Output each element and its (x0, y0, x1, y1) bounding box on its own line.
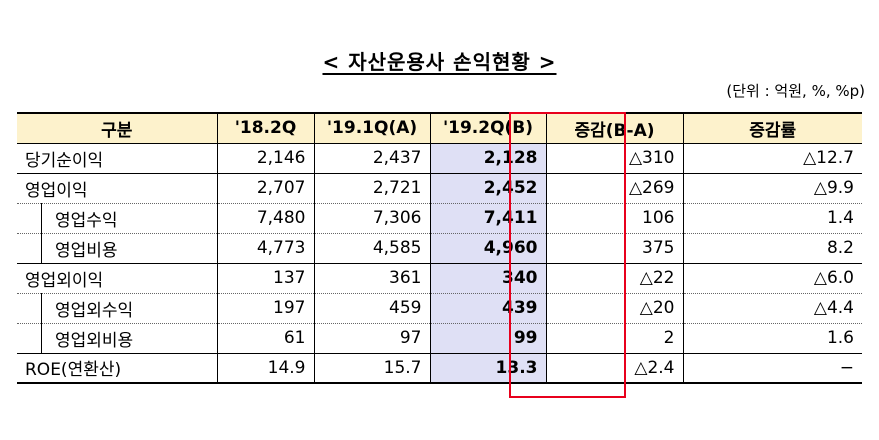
pnl-table: 구분 '18.2Q '19.1Q(A) '19.2Q(B) 증감(B-A) 증감… (17, 112, 862, 384)
cell: 459 (313, 293, 430, 324)
cell-highlight: 340 (429, 263, 546, 294)
cell: △4.4 (682, 293, 862, 324)
cell-highlight: 2,128 (429, 143, 546, 174)
row-label: 영업이익 (17, 173, 217, 204)
cell-highlight: 2,452 (429, 173, 546, 204)
cell: 2,146 (216, 143, 314, 174)
cell: 375 (545, 233, 683, 264)
cell: △269 (545, 173, 683, 204)
cell: 1.6 (682, 323, 862, 354)
cell: 8.2 (682, 233, 862, 264)
header-row: 구분 '18.2Q '19.1Q(A) '19.2Q(B) 증감(B-A) 증감… (17, 112, 862, 144)
cell: △20 (545, 293, 683, 324)
cell: − (682, 353, 862, 384)
cell-highlight: 4,960 (429, 233, 546, 264)
cell: 97 (313, 323, 430, 354)
row-label: 영업외이익 (17, 263, 217, 294)
cell: 106 (545, 203, 683, 234)
cell: 61 (216, 323, 314, 354)
header-19-1q: '19.1Q(A) (313, 112, 430, 144)
page-title: < 자산운용사 손익현황 > (0, 46, 879, 75)
cell: 14.9 (216, 353, 314, 384)
row-label: ROE(연환산) (17, 353, 217, 384)
cell-highlight: 7,411 (429, 203, 546, 234)
cell: 1.4 (682, 203, 862, 234)
unit-note: (단위 : 억원, %, %p) (726, 82, 865, 100)
cell: 137 (216, 263, 314, 294)
title-text: < 자산운용사 손익현황 > (322, 50, 557, 74)
table-row: ROE(연환산) 14.9 15.7 13.3 △2.4 − (17, 353, 862, 384)
cell: 361 (313, 263, 430, 294)
cell: 2,721 (313, 173, 430, 204)
cell-highlight: 13.3 (429, 353, 546, 384)
cell: △6.0 (682, 263, 862, 294)
cell: △22 (545, 263, 683, 294)
cell: 2,437 (313, 143, 430, 174)
cell-highlight: 439 (429, 293, 546, 324)
table-row: 영업외이익 137 361 340 △22 △6.0 (17, 263, 862, 294)
row-label: 영업비용 (17, 232, 217, 264)
table-row: 영업외수익 197 459 439 △20 △4.4 (17, 292, 862, 324)
cell: 4,585 (313, 233, 430, 264)
row-label: 영업외비용 (17, 322, 217, 354)
cell: △310 (545, 143, 683, 174)
cell: 7,306 (313, 203, 430, 234)
cell: 4,773 (216, 233, 314, 264)
table-row: 영업이익 2,707 2,721 2,452 △269 △9.9 (17, 173, 862, 204)
cell: △9.9 (682, 173, 862, 204)
cell: 7,480 (216, 203, 314, 234)
header-19-2q: '19.2Q(B) (429, 112, 546, 144)
cell: 2,707 (216, 173, 314, 204)
cell: 197 (216, 293, 314, 324)
table-row: 영업비용 4,773 4,585 4,960 375 8.2 (17, 232, 862, 264)
row-label: 영업외수익 (17, 292, 217, 324)
cell: 2 (545, 323, 683, 354)
cell: 15.7 (313, 353, 430, 384)
table-row: 영업수익 7,480 7,306 7,411 106 1.4 (17, 202, 862, 234)
cell: △12.7 (682, 143, 862, 174)
header-change: 증감(B-A) (545, 112, 683, 144)
header-18-2q: '18.2Q (216, 112, 314, 144)
table-row: 영업외비용 61 97 99 2 1.6 (17, 322, 862, 354)
header-category: 구분 (17, 112, 217, 144)
row-label: 당기순이익 (17, 143, 217, 174)
cell-highlight: 99 (429, 323, 546, 354)
cell: △2.4 (545, 353, 683, 384)
table-row: 당기순이익 2,146 2,437 2,128 △310 △12.7 (17, 143, 862, 174)
header-change-rate: 증감률 (682, 112, 862, 144)
row-label: 영업수익 (17, 202, 217, 234)
